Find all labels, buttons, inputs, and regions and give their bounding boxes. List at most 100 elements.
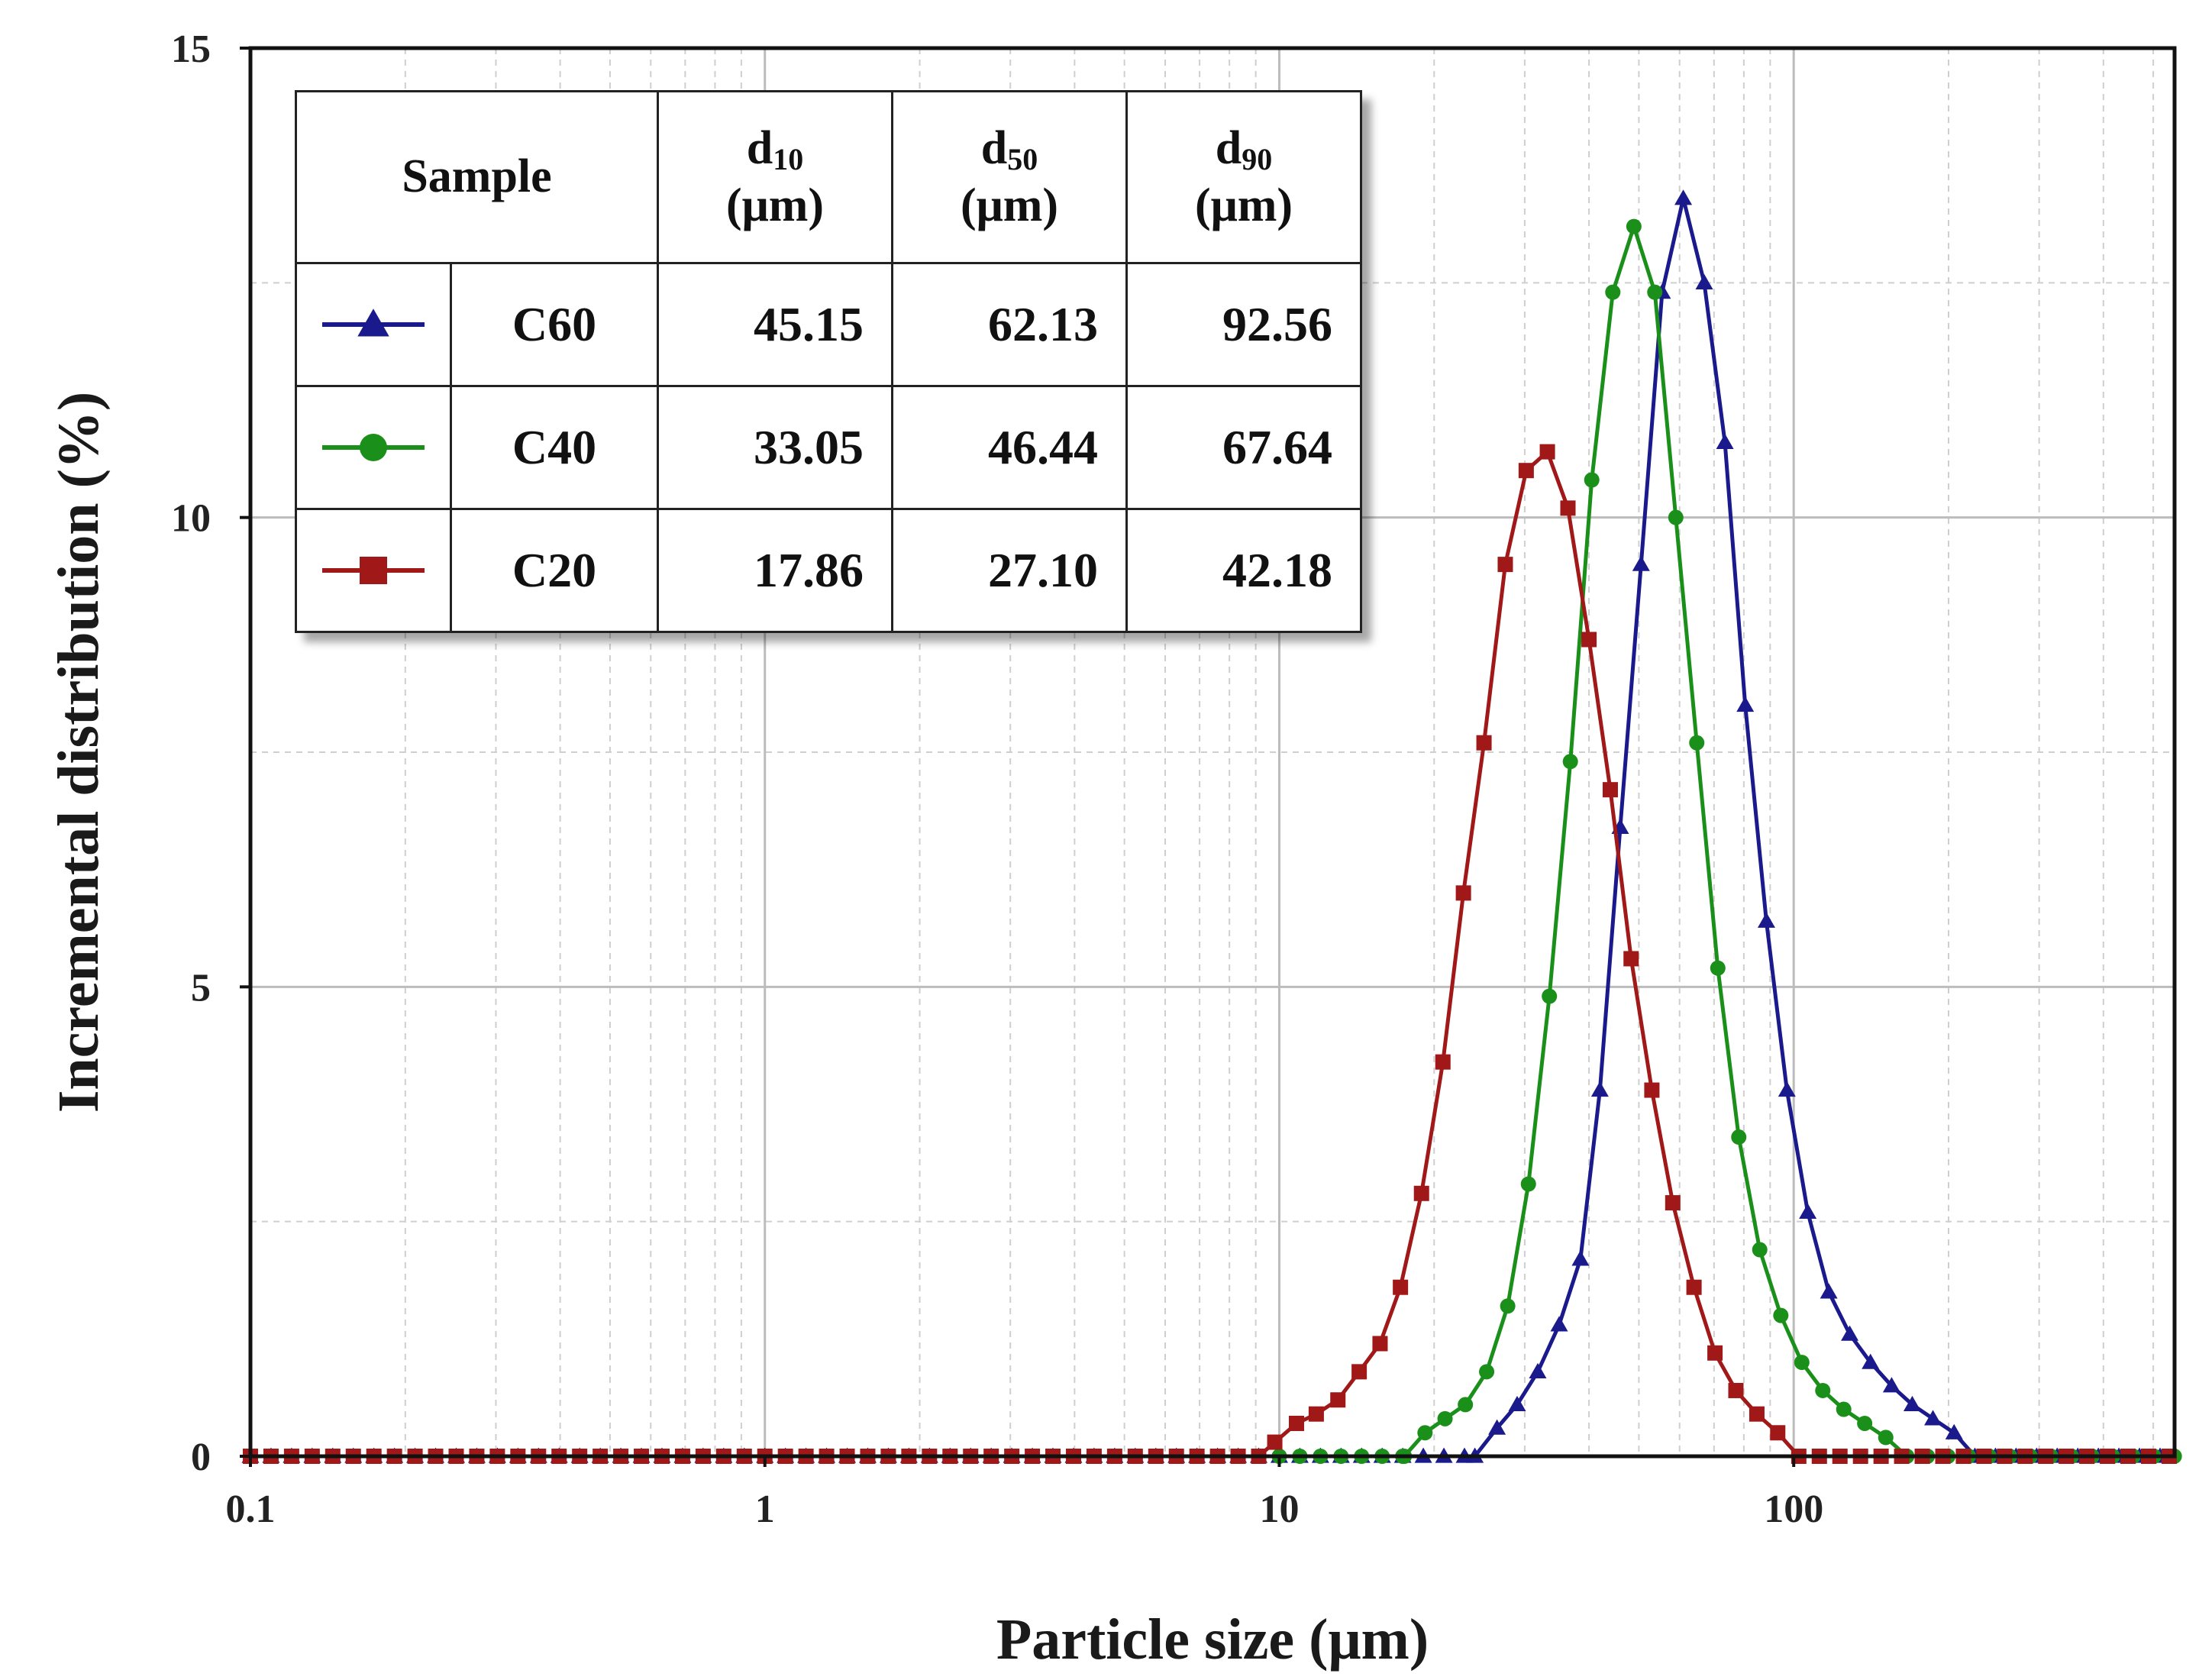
- legend-line-icon: [295, 262, 452, 387]
- d90-value: 42.18: [1125, 508, 1362, 633]
- x-tick-label: 1: [755, 1488, 775, 1531]
- data-point-c20: [1518, 463, 1534, 479]
- data-point-c40: [1500, 1298, 1516, 1314]
- sample-name: C40: [450, 385, 659, 510]
- data-point-c20: [1476, 735, 1492, 751]
- data-point-c40: [1520, 1176, 1536, 1192]
- d10-value: 45.15: [657, 262, 893, 387]
- data-point-c60: [1571, 1250, 1590, 1266]
- d50-value: 62.13: [891, 262, 1128, 387]
- d10-header-symbol: d: [746, 122, 773, 175]
- data-point-c60: [1590, 1081, 1609, 1097]
- sample-name: C20: [450, 508, 659, 633]
- data-point-c20: [1497, 557, 1513, 573]
- data-point-c20: [1351, 1364, 1368, 1380]
- data-point-c20: [1288, 1415, 1304, 1431]
- y-axis-title: Incremental distribution (%): [47, 392, 111, 1113]
- data-point-c40: [1417, 1425, 1433, 1441]
- data-point-c20: [1539, 444, 1555, 460]
- data-point-c40: [1815, 1382, 1831, 1398]
- plot-area-frame: [248, 46, 2177, 1459]
- d50-header-symbol: d: [980, 122, 1008, 175]
- data-point-c60: [1488, 1419, 1506, 1435]
- data-point-c60: [1632, 555, 1650, 571]
- data-point-c20: [1372, 1336, 1388, 1352]
- data-point-c20: [1455, 885, 1471, 901]
- data-point-c20: [1308, 1406, 1324, 1422]
- data-point-c20: [1728, 1382, 1744, 1398]
- data-point-c60: [1508, 1395, 1526, 1412]
- data-point-c20: [1581, 632, 1597, 648]
- d10-value: 17.86: [657, 508, 893, 633]
- data-point-c40: [1647, 284, 1663, 300]
- data-point-c20: [1623, 951, 1639, 967]
- legend-symbol-c40: [322, 434, 425, 461]
- data-point-c20: [1267, 1434, 1283, 1450]
- x-tick-label: 10: [1259, 1488, 1299, 1531]
- d90-header: d90 (μm): [1125, 90, 1362, 264]
- data-point-c60: [1674, 189, 1693, 205]
- data-point-c60: [1862, 1353, 1880, 1369]
- legend-row-c60: C60 45.15 62.13 92.56: [295, 262, 1362, 387]
- data-point-c60: [1945, 1423, 1963, 1439]
- data-point-c40: [1458, 1397, 1474, 1413]
- legend-symbol-marker: [360, 434, 387, 461]
- x-axis-title: Particle size (μm): [996, 1607, 1429, 1672]
- legend-symbol-marker: [357, 309, 389, 337]
- data-point-c40: [1731, 1129, 1747, 1145]
- legend-statistics-table: Sample d10 (μm) d50 (μm) d90 (μm) C60 45…: [295, 90, 1362, 633]
- legend-symbol-marker: [360, 557, 387, 584]
- data-point-c40: [1836, 1401, 1852, 1417]
- data-point-c60: [1716, 433, 1734, 449]
- data-point-c20: [1435, 1054, 1451, 1070]
- d10-header-subscript: 10: [773, 142, 804, 177]
- data-point-c60: [1841, 1325, 1859, 1341]
- x-tick-label: 100: [1764, 1488, 1823, 1531]
- d90-header-symbol: d: [1215, 122, 1242, 175]
- legend-line-icon: [295, 385, 452, 510]
- legend-row-c20: C20 17.86 27.10 42.18: [295, 508, 1362, 633]
- d50-header-subscript: 50: [1007, 142, 1038, 177]
- data-point-c60: [1529, 1362, 1547, 1378]
- data-point-c20: [1560, 500, 1576, 516]
- d50-value: 27.10: [891, 508, 1128, 633]
- legend-symbol-c60: [322, 309, 425, 337]
- d50-header-unit: (μm): [960, 179, 1059, 231]
- d90-value: 92.56: [1125, 262, 1362, 387]
- data-point-c60: [1820, 1283, 1838, 1299]
- sample-name: C60: [450, 262, 659, 387]
- d50-header: d50 (μm): [891, 90, 1128, 264]
- d10-header: d10 (μm): [657, 90, 893, 264]
- data-point-c20: [1707, 1345, 1723, 1361]
- y-axis-ticks: 0 5 10 15: [171, 27, 250, 1479]
- y-tick-label: 10: [171, 497, 211, 541]
- data-point-c60: [1903, 1395, 1921, 1412]
- data-point-c60: [1736, 696, 1755, 712]
- data-point-c40: [1857, 1415, 1873, 1431]
- data-point-c40: [1562, 754, 1578, 770]
- data-point-c20: [1330, 1392, 1346, 1408]
- data-point-c40: [1542, 988, 1558, 1004]
- x-tick-label: 0.1: [226, 1488, 276, 1531]
- data-point-c40: [1689, 735, 1705, 751]
- data-point-c60: [1757, 912, 1775, 928]
- data-point-c20: [1602, 782, 1618, 798]
- data-point-c60: [1550, 1316, 1568, 1332]
- data-point-c40: [1605, 284, 1621, 300]
- y-tick-label: 0: [191, 1436, 211, 1479]
- data-point-c20: [1770, 1425, 1786, 1441]
- d90-header-unit: (μm): [1194, 179, 1293, 231]
- data-point-c20: [1644, 1082, 1660, 1098]
- data-point-c60: [1799, 1203, 1817, 1219]
- data-point-c20: [1665, 1195, 1681, 1211]
- data-point-c40: [1437, 1410, 1453, 1426]
- d90-header-subscript: 90: [1242, 142, 1273, 177]
- data-point-c40: [1668, 509, 1684, 525]
- data-point-c60: [1924, 1410, 1942, 1426]
- legend-header-row: Sample d10 (μm) d50 (μm) d90 (μm): [295, 90, 1362, 264]
- data-point-c40: [1773, 1307, 1789, 1323]
- data-point-c40: [1626, 218, 1642, 234]
- data-point-c20: [1393, 1279, 1409, 1295]
- data-point-c40: [1752, 1242, 1768, 1258]
